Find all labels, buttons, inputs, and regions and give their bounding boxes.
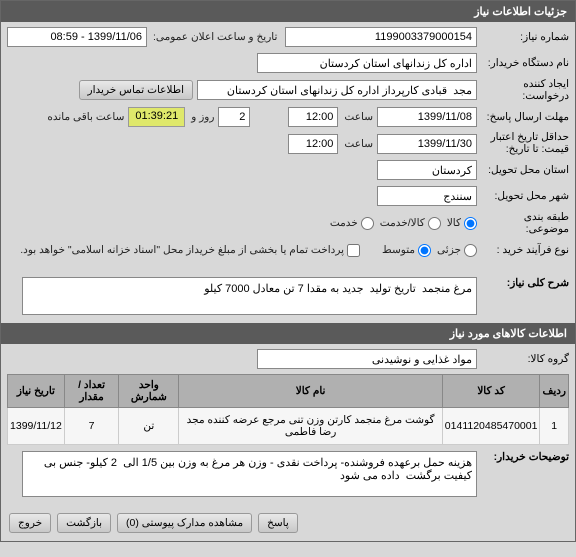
label-kala-service: کالا/خدمت	[378, 217, 425, 229]
resp-time-input[interactable]	[288, 107, 338, 127]
label-goods-group: گروه کالا:	[481, 353, 569, 365]
table-header: نام کالا	[179, 375, 442, 408]
label-medium: متوسط	[380, 244, 415, 256]
radio-small[interactable]	[464, 244, 477, 257]
label-hour-1: ساعت	[342, 111, 373, 123]
label-hour-2: ساعت	[342, 138, 373, 150]
label-remaining: ساعت باقی مانده	[45, 111, 124, 123]
label-process: نوع فرآیند خرید :	[481, 244, 569, 256]
label-resp-until: مهلت ارسال پاسخ:	[481, 111, 569, 123]
table-cell: 0141120485470001	[442, 408, 540, 445]
label-province: استان محل تحویل:	[481, 164, 569, 176]
label-req-no: شماره نیاز:	[481, 31, 569, 43]
checkbox-partial-pay[interactable]	[347, 244, 360, 257]
label-budget: طبقه بندی موضوعی:	[481, 211, 569, 235]
days-left-input[interactable]	[218, 107, 250, 127]
radio-kala[interactable]	[464, 217, 477, 230]
goods-table: ردیفکد کالانام کالاواحد شمارشتعداد / مقد…	[7, 374, 569, 445]
radio-medium[interactable]	[418, 244, 431, 257]
label-service: خدمت	[328, 217, 358, 229]
resp-date-input[interactable]	[377, 107, 477, 127]
form-area: شماره نیاز: تاریخ و ساعت اعلان عمومی: نا…	[1, 22, 575, 323]
buyer-notes-textarea[interactable]	[22, 451, 477, 497]
creator-input[interactable]	[197, 80, 477, 100]
details-panel: جزئیات اطلاعات نیاز شماره نیاز: تاریخ و …	[0, 0, 576, 542]
table-header: کد کالا	[442, 375, 540, 408]
city-input[interactable]	[377, 186, 477, 206]
table-cell: گوشت مرغ منجمد کارتن وزن تنی مرجع عرضه ک…	[179, 408, 442, 445]
label-buyer-notes: توضیحات خریدار:	[481, 451, 569, 463]
label-creator: ایجاد کننده درخواست:	[481, 78, 569, 102]
label-buyer-org: نام دستگاه خریدار:	[481, 57, 569, 69]
label-city: شهر محل تحویل:	[481, 190, 569, 202]
notice-partial-pay: پرداخت تمام یا بخشی از مبلغ خریداز محل "…	[20, 244, 344, 256]
attachments-button[interactable]: مشاهده مدارک پیوستی (0)	[117, 513, 252, 533]
reply-button[interactable]: پاسخ	[258, 513, 298, 533]
back-button[interactable]: بازگشت	[57, 513, 111, 533]
label-pub-dt: تاریخ و ساعت اعلان عمومی:	[151, 31, 277, 43]
gen-title-textarea[interactable]	[22, 277, 477, 315]
credit-time-input[interactable]	[288, 134, 338, 154]
buyer-org-input[interactable]	[257, 53, 477, 73]
table-cell: تن	[119, 408, 179, 445]
label-kala: کالا	[445, 217, 461, 229]
req-no-input[interactable]	[285, 27, 477, 47]
section-header-main: جزئیات اطلاعات نیاز	[1, 1, 575, 22]
table-header: تعداد / مقدار	[64, 375, 118, 408]
table-row: 10141120485470001گوشت مرغ منجمد کارتن وز…	[8, 408, 569, 445]
label-dayand: روز و	[189, 111, 214, 123]
province-input[interactable]	[377, 160, 477, 180]
radio-kala-service[interactable]	[428, 217, 441, 230]
credit-date-input[interactable]	[377, 134, 477, 154]
exit-button[interactable]: خروج	[9, 513, 51, 533]
countdown-display: 01:39:21	[128, 107, 185, 127]
table-header: واحد شمارش	[119, 375, 179, 408]
pub-dt-input[interactable]	[7, 27, 147, 47]
button-bar: پاسخ مشاهده مدارک پیوستی (0) بازگشت خروج	[1, 505, 575, 541]
table-cell: 1399/11/12	[8, 408, 65, 445]
table-header: تاریخ نیاز	[8, 375, 65, 408]
label-credit-until: حداقل تاریخ اعتبار قیمت: تا تاریخ:	[481, 132, 569, 155]
contact-info-button[interactable]: اطلاعات تماس خریدار	[79, 80, 193, 100]
radio-service[interactable]	[361, 217, 374, 230]
table-header: ردیف	[540, 375, 569, 408]
label-small: جزئی	[435, 244, 461, 256]
section-header-goods: اطلاعات کالاهای مورد نیاز	[1, 323, 575, 344]
goods-group-input[interactable]	[257, 349, 477, 369]
label-gen-title: شرح کلی نیاز:	[481, 277, 569, 289]
table-cell: 1	[540, 408, 569, 445]
table-cell: 7	[64, 408, 118, 445]
